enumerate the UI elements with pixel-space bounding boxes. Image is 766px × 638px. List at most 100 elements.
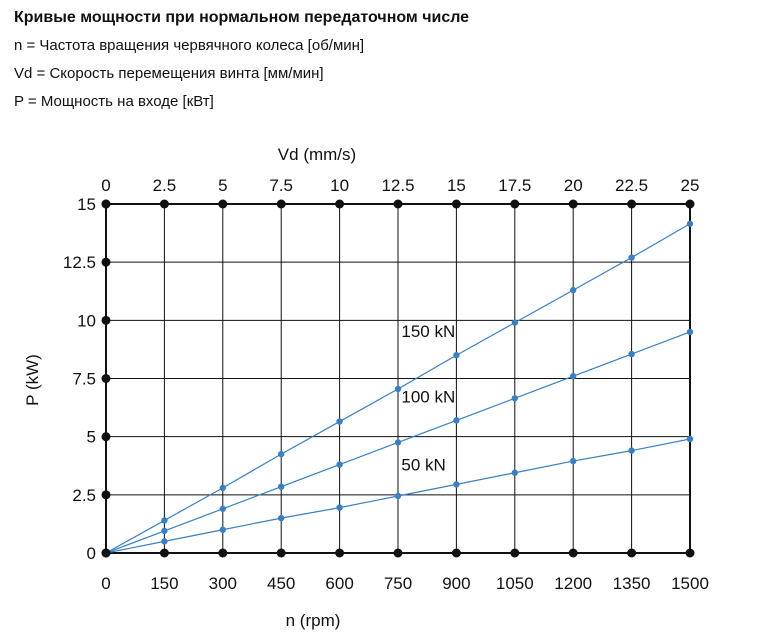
axis-marker-left xyxy=(101,257,111,267)
x-tick-label: 1500 xyxy=(671,574,709,593)
x2-tick-label: 25 xyxy=(681,176,700,195)
x2-tick-label: 2.5 xyxy=(153,176,177,195)
x-tick-label: 1050 xyxy=(496,574,534,593)
chart-title: Кривые мощности при нормальном передаточ… xyxy=(14,9,470,26)
legend-n-definition: n = Частота вращения червячного колеса [… xyxy=(14,37,365,54)
x-tick-label: 1200 xyxy=(554,574,592,593)
chart-header: Кривые мощности при нормальном передаточ… xyxy=(14,8,469,112)
x2-tick-label: 22.5 xyxy=(615,176,648,195)
data-point xyxy=(628,254,635,261)
data-point xyxy=(278,483,285,490)
data-point xyxy=(394,439,402,446)
axis-marker-left xyxy=(101,199,111,209)
data-point xyxy=(511,469,518,476)
data-point xyxy=(161,527,168,535)
axis-marker-top xyxy=(335,199,345,209)
x-tick-label: 600 xyxy=(325,574,353,593)
grid xyxy=(105,203,691,554)
y-axis-title: P (kW) xyxy=(23,354,42,406)
axis-marker-top xyxy=(276,199,286,209)
axis-markers xyxy=(101,199,695,558)
data-point xyxy=(278,514,285,522)
y-tick-label: 12.5 xyxy=(63,253,96,272)
data-point xyxy=(336,461,343,468)
axis-marker-left xyxy=(101,548,111,558)
axis-marker-top xyxy=(627,199,637,209)
data-point xyxy=(570,457,577,465)
series-label: 50 kN xyxy=(401,455,445,474)
data-point xyxy=(336,418,343,425)
axis-marker-left xyxy=(101,315,111,325)
axis-marker-top xyxy=(685,199,695,209)
axis-marker-top xyxy=(451,199,461,209)
data-point xyxy=(394,385,402,393)
data-point xyxy=(628,350,635,358)
axis-marker-bottom xyxy=(627,548,637,558)
x2-tick-label: 17.5 xyxy=(498,176,531,195)
x-tick-label: 0 xyxy=(101,574,110,593)
x-tick-label: 750 xyxy=(384,574,412,593)
x2-tick-label: 15 xyxy=(447,176,466,195)
y-tick-label: 7.5 xyxy=(72,370,96,389)
x2-tick-label: 7.5 xyxy=(269,176,293,195)
data-point xyxy=(161,538,168,545)
data-point xyxy=(453,417,460,424)
y-tick-label: 0 xyxy=(87,544,96,563)
data-point xyxy=(686,328,694,336)
x-tick-label: 300 xyxy=(209,574,237,593)
axis-marker-bottom xyxy=(276,548,286,558)
axis-marker-bottom xyxy=(685,548,695,558)
data-point xyxy=(219,526,226,533)
y-tick-label: 2.5 xyxy=(72,486,96,505)
x2-axis-title: Vd (mm/s) xyxy=(278,145,356,164)
x2-tick-label: 20 xyxy=(564,176,583,195)
data-point xyxy=(570,372,577,380)
data-point xyxy=(219,484,226,492)
y-tick-label: 5 xyxy=(87,428,96,447)
x2-tick-label: 5 xyxy=(218,176,227,195)
axis-marker-bottom xyxy=(335,548,345,558)
x-tick-label: 900 xyxy=(442,574,470,593)
data-point xyxy=(628,447,635,454)
axis-marker-bottom xyxy=(451,548,461,558)
axis-marker-top xyxy=(218,199,228,209)
axis-marker-left xyxy=(101,490,111,500)
axis-marker-top xyxy=(510,199,520,209)
data-point xyxy=(511,395,518,402)
axis-marker-bottom xyxy=(568,548,578,558)
legend-vd-definition: Vd = Скорость перемещения винта [мм/мин] xyxy=(14,65,324,82)
x2-tick-label: 0 xyxy=(101,176,110,195)
data-point xyxy=(219,505,226,512)
data-point xyxy=(336,504,343,511)
data-point xyxy=(394,492,402,500)
data-point xyxy=(453,481,460,488)
data-point xyxy=(686,435,694,443)
axis-marker-bottom xyxy=(393,548,403,558)
y-tick-label: 15 xyxy=(77,195,96,214)
x2-tick-label: 12.5 xyxy=(381,176,414,195)
axis-marker-top xyxy=(159,199,169,209)
data-point xyxy=(453,352,460,359)
legend-p-definition: P = Мощность на входе [кВт] xyxy=(14,93,214,110)
x-axis-title: n (rpm) xyxy=(286,611,341,630)
data-point xyxy=(511,319,518,326)
x2-tick-label: 10 xyxy=(330,176,349,195)
axis-marker-left xyxy=(101,432,111,442)
axis-marker-bottom xyxy=(218,548,228,558)
data-point xyxy=(686,220,694,227)
axis-marker-top xyxy=(393,199,403,209)
series-lines xyxy=(105,220,694,554)
series-label: 100 kN xyxy=(401,387,455,406)
data-point xyxy=(570,286,577,294)
axis-marker-top xyxy=(568,199,578,209)
x-tick-label: 1350 xyxy=(613,574,651,593)
series-label: 150 kN xyxy=(401,322,455,341)
data-point xyxy=(278,450,285,458)
x-tick-label: 150 xyxy=(150,574,178,593)
y-tick-label: 10 xyxy=(77,311,96,330)
x-tick-label: 450 xyxy=(267,574,295,593)
axis-marker-bottom xyxy=(510,548,520,558)
axis-marker-bottom xyxy=(159,548,169,558)
